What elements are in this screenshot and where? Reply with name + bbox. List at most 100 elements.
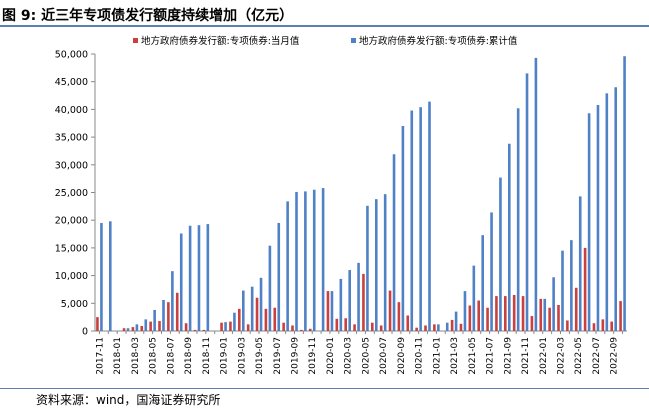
- x-tick-label: 2021-05: [468, 337, 478, 375]
- x-tick-label: 2021-03: [450, 337, 460, 375]
- y-tick-label: 50,000: [55, 50, 88, 61]
- bar-cumulative-2018-08: [179, 233, 183, 331]
- bar-cumulative-2017-12: [109, 221, 112, 331]
- y-tick-label: 0: [82, 327, 88, 338]
- bar-cumulative-2019-12: [321, 188, 325, 331]
- bar-cumulative-2017-11: [100, 222, 103, 331]
- legend-swatch-monthly: [133, 38, 138, 43]
- source-note: 资料来源：wind，国海证券研究所: [36, 393, 221, 407]
- y-tick-label: 30,000: [55, 160, 88, 171]
- bar-cumulative-2020-07: [383, 194, 387, 331]
- bar-cumulative-2018-04: [144, 319, 148, 331]
- bar-cumulative-2019-03: [242, 290, 245, 331]
- bar-cumulative-2021-01: [437, 324, 440, 331]
- bar-cumulative-2019-11: [312, 189, 316, 331]
- x-tick-label: 2021-01: [432, 337, 442, 375]
- y-tick-label: 10,000: [55, 271, 88, 282]
- bar-monthly-2018-04: [140, 326, 144, 331]
- bar-cumulative-2021-04: [463, 291, 467, 331]
- bar-monthly-2020-06: [371, 322, 374, 331]
- bar-monthly-2018-02: [122, 328, 126, 331]
- bar-cumulative-2018-06: [162, 299, 165, 331]
- x-tick-label: 2021-09: [503, 337, 513, 375]
- bar-cumulative-2021-12: [534, 57, 538, 332]
- bar-monthly-2022-06: [583, 247, 587, 331]
- x-tick-label: 2020-05: [361, 337, 371, 375]
- bar-cumulative-2018-07: [171, 271, 174, 331]
- x-tick-label: 2020-11: [415, 337, 425, 375]
- bar-cumulative-2020-09: [401, 126, 405, 332]
- x-tick-label: 2018-07: [166, 337, 176, 375]
- figure-title: 图 9: 近三年专项债发行额度持续增加（亿元）: [2, 8, 294, 24]
- y-tick-label: 5,000: [61, 299, 88, 310]
- bar-cumulative-2019-10: [304, 191, 307, 331]
- bar-monthly-2019-10: [300, 329, 303, 331]
- bar-cumulative-2020-11: [419, 107, 422, 332]
- y-axis: 0 5,000 10,000 15,000 20,000 25,000 30,000 35,0…: [55, 50, 96, 338]
- bar-monthly-2021-04: [459, 323, 463, 331]
- bar-monthly-2019-07: [273, 307, 277, 331]
- x-tick-label: 2019-01: [220, 337, 230, 375]
- y-tick-label: 20,000: [55, 216, 88, 227]
- bar-monthly-2019-06: [264, 308, 268, 331]
- bar-monthly-2018-11: [202, 329, 206, 331]
- bar-cumulative-2019-04: [250, 286, 254, 331]
- x-tick-label: 2018-05: [149, 337, 159, 375]
- x-tick-label: 2022-03: [557, 337, 567, 375]
- legend-label-monthly: 地方政府债券发行额:专项债券:当月值: [141, 35, 300, 47]
- bar-monthly-2021-11: [521, 296, 525, 331]
- bar-monthly-2020-11: [415, 327, 418, 331]
- bar-cumulative-2021-03: [454, 311, 458, 331]
- bar-monthly-2020-08: [388, 290, 392, 331]
- x-tick-label: 2022-07: [592, 337, 602, 375]
- bar-monthly-2022-10: [619, 301, 622, 331]
- bar-monthly-2020-07: [379, 325, 383, 331]
- bar-cumulative-2019-08: [286, 201, 289, 331]
- bar-monthly-2018-06: [158, 321, 161, 331]
- y-tick-label: 40,000: [55, 105, 88, 116]
- bar-monthly-2022-07: [592, 323, 596, 331]
- legend-label-cumulative: 地方政府债券发行额:专项债券:累计值: [359, 35, 518, 47]
- bar-cumulative-2022-10: [623, 56, 626, 331]
- bar-cumulative-2019-07: [277, 222, 281, 331]
- bar-cumulative-2021-11: [525, 73, 529, 331]
- bar-cumulative-2022-03: [561, 250, 564, 331]
- x-tick-label: 2019-07: [273, 337, 283, 375]
- bar-monthly-2019-08: [282, 322, 285, 331]
- x-tick-label: 2019-11: [308, 337, 318, 375]
- bar-cumulative-2018-03: [135, 324, 139, 331]
- bar-cumulative-2021-02: [445, 322, 449, 331]
- bar-monthly-2022-09: [610, 321, 613, 331]
- x-tick-label: 2017-11: [95, 337, 105, 375]
- bar-monthly-2020-03: [344, 318, 347, 331]
- chart-svg: 地方政府债券发行额:专项债券:当月值 地方政府债券发行额:专项债券:累计值 0 5…: [55, 35, 627, 375]
- bar-monthly-2018-07: [167, 302, 170, 331]
- bar-monthly-2018-03: [131, 327, 135, 331]
- bar-cumulative-2021-10: [516, 108, 520, 332]
- x-tick-label: 2020-07: [379, 337, 389, 375]
- bar-cumulative-2018-02: [126, 328, 130, 331]
- bar-cumulative-2020-06: [375, 199, 378, 331]
- bar-monthly-2017-11: [96, 317, 99, 331]
- x-tick-label: 2018-01: [113, 337, 123, 375]
- bar-monthly-2020-04: [353, 324, 356, 331]
- bar-monthly-2021-08: [495, 296, 498, 331]
- bar-monthly-2021-06: [477, 300, 480, 331]
- bar-cumulative-2019-01: [224, 322, 227, 331]
- bar-monthly-2019-11: [308, 328, 312, 331]
- bar-cumulative-2022-09: [614, 87, 617, 331]
- x-tick-label: 2022-09: [610, 337, 620, 375]
- bar-monthly-2020-10: [406, 315, 410, 331]
- x-axis: 2017-11 2018-01 2018-03 2018-05 2018-07 2018-…: [95, 330, 627, 375]
- bar-monthly-2022-04: [566, 320, 569, 331]
- footer-rule: [0, 388, 649, 389]
- bar-monthly-2019-02: [229, 321, 232, 331]
- bars-group: [96, 56, 626, 332]
- bar-monthly-2022-05: [574, 287, 578, 331]
- title-rule: [0, 25, 649, 27]
- bar-cumulative-2018-10: [197, 225, 201, 331]
- bar-cumulative-2020-03: [348, 270, 351, 331]
- x-tick-label: 2020-09: [397, 337, 407, 375]
- bar-cumulative-2020-05: [366, 205, 369, 331]
- bar-monthly-2021-09: [504, 296, 507, 331]
